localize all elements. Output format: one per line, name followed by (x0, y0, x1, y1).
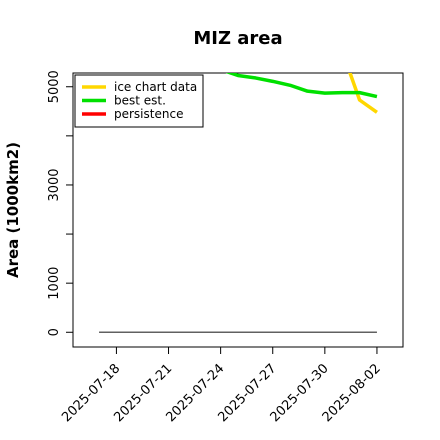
y-tick-label: 5000 (47, 70, 62, 103)
x-axis: 2025-07-182025-07-212025-07-242025-07-27… (59, 347, 384, 425)
y-axis: 0 1000 3000 5000 (47, 70, 73, 336)
legend-label-persistence: persistence (114, 107, 183, 121)
y-tick-label: 0 (47, 328, 62, 336)
chart-title: MIZ area (193, 28, 282, 49)
plot-frame (72, 72, 404, 348)
y-tick-label: 1000 (47, 267, 62, 300)
y-tick-label: 3000 (47, 168, 62, 201)
series-line-ice-chart-data (348, 73, 378, 114)
y-axis-label: Area (1000km2) (4, 142, 22, 278)
series-line-best-est (225, 73, 378, 99)
series-layer (99, 73, 378, 334)
legend-label-ice-chart-data: ice chart data (114, 80, 197, 94)
legend-label-best-est: best est. (114, 94, 166, 108)
